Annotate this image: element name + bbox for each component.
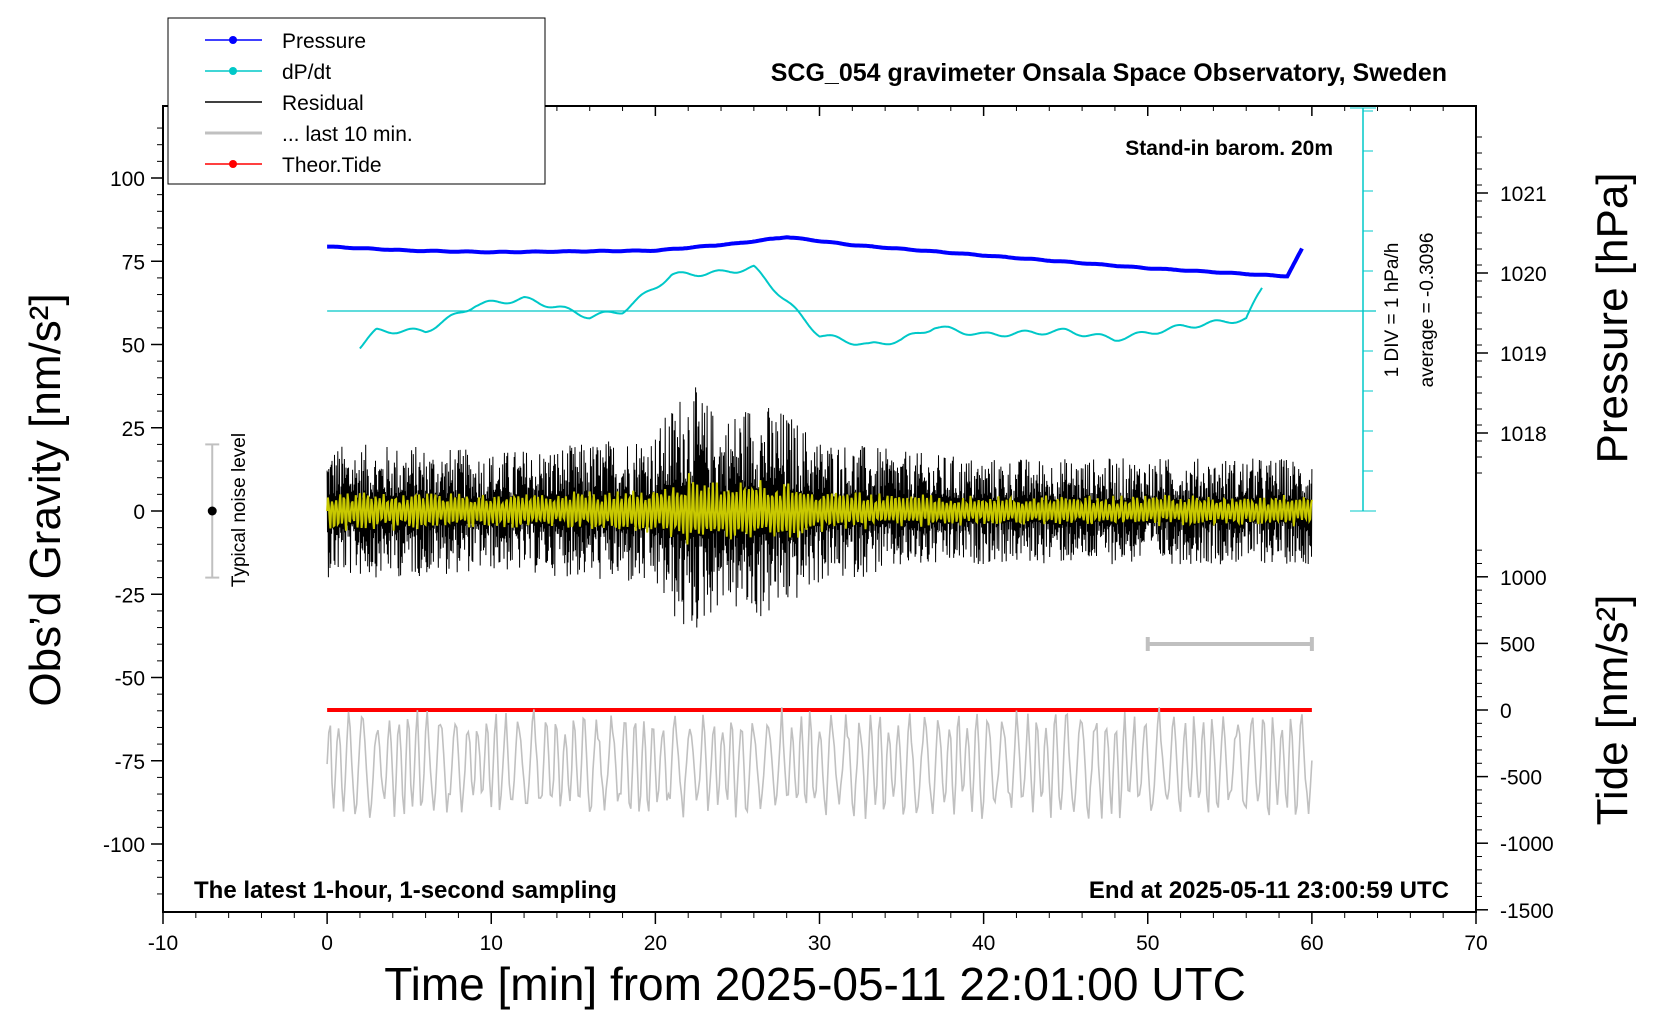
x-tick-label: 50 bbox=[1136, 932, 1159, 955]
tide-tick-label: -1500 bbox=[1500, 900, 1554, 923]
pressure-tick-label: 1021 bbox=[1500, 183, 1547, 206]
tide-tick-label: -1000 bbox=[1500, 833, 1554, 856]
y-axis-label-gravity: Obs’d Gravity [nm/s²] bbox=[21, 293, 70, 706]
last-10-min-line bbox=[326, 707, 1313, 819]
y-tick-label: 25 bbox=[122, 418, 145, 441]
y-tick-label: 0 bbox=[133, 501, 145, 524]
residual-smooth-line bbox=[326, 473, 1313, 545]
pressure-tick-label: 1018 bbox=[1500, 423, 1547, 446]
legend-label: Pressure bbox=[282, 30, 366, 53]
residual-series bbox=[326, 387, 1313, 628]
y-tick-label: -100 bbox=[103, 834, 145, 857]
dpdt-series bbox=[359, 264, 1263, 350]
chart-title: SCG_054 gravimeter Onsala Space Observat… bbox=[771, 59, 1447, 87]
legend-marker bbox=[229, 67, 237, 75]
tide-tick-label: 1000 bbox=[1500, 567, 1547, 590]
x-tick-label: 40 bbox=[972, 932, 995, 955]
pressure-series bbox=[327, 235, 1304, 279]
legend-marker bbox=[229, 36, 237, 44]
window-bar bbox=[1145, 637, 1314, 651]
x-tick-label: 30 bbox=[808, 932, 831, 955]
x-tick-label: 60 bbox=[1300, 932, 1323, 955]
barometer-note: Stand-in barom. 20m bbox=[1125, 137, 1333, 160]
legend-label: Residual bbox=[282, 92, 364, 115]
legend-label: Theor.Tide bbox=[282, 154, 382, 177]
y-axis-gravity: 100 75 50 25 0 -25 -50 -75 -100 bbox=[103, 127, 163, 895]
noise-note: Typical noise level bbox=[229, 433, 250, 587]
bottom-left-note: The latest 1-hour, 1-second sampling bbox=[194, 877, 617, 904]
legend-box bbox=[167, 17, 546, 185]
tide-tick-label: 500 bbox=[1500, 633, 1535, 656]
pressure-tick-label: 1020 bbox=[1500, 263, 1547, 286]
y-axis-tide: 1000 500 0 -500 -1000 -1500 bbox=[1476, 549, 1554, 923]
dpdt-scale bbox=[327, 107, 1376, 512]
y-axis-pressure: 1021 1020 1019 1018 bbox=[1476, 136, 1547, 474]
y-tick-label: 100 bbox=[110, 168, 145, 191]
x-axis-label: Time [min] from 2025-05-11 22:01:00 UTC bbox=[384, 958, 1246, 1010]
x-tick-label: 20 bbox=[644, 932, 667, 955]
x-tick-label: 0 bbox=[321, 932, 333, 955]
y-axis-label-pressure: Pressure [hPa] bbox=[1588, 172, 1637, 463]
y-tick-label: 75 bbox=[122, 251, 145, 274]
legend: Pressure dP/dt Residual ... last 10 min. The… bbox=[167, 17, 546, 185]
x-tick-label: 70 bbox=[1464, 932, 1487, 955]
noise-point bbox=[207, 506, 217, 516]
y-tick-label: -25 bbox=[115, 584, 145, 607]
legend-label: dP/dt bbox=[282, 61, 331, 84]
bottom-right-note: End at 2025-05-11 23:00:59 UTC bbox=[1089, 877, 1449, 904]
residual-line bbox=[326, 387, 1313, 628]
y-tick-label: 50 bbox=[122, 335, 145, 358]
y-tick-label: -75 bbox=[115, 751, 145, 774]
x-tick-label: 10 bbox=[480, 932, 503, 955]
y-tick-label: -50 bbox=[115, 668, 145, 691]
tide-tick-label: 0 bbox=[1500, 700, 1512, 723]
x-tick-label: -10 bbox=[148, 932, 178, 955]
legend-label: ... last 10 min. bbox=[282, 123, 413, 146]
dpdt-line bbox=[359, 264, 1263, 350]
legend-marker bbox=[229, 160, 237, 168]
noise-level-marker bbox=[205, 443, 220, 579]
x-axis: -10 0 10 20 30 40 50 60 70 bbox=[148, 106, 1488, 955]
average-note: average = -0.3096 bbox=[1417, 233, 1438, 388]
last-10-min-series bbox=[326, 707, 1313, 819]
scale-div-note: 1 DIV = 1 hPa/h bbox=[1382, 243, 1403, 378]
tide-tick-label: -500 bbox=[1500, 767, 1542, 790]
pressure-tick-label: 1019 bbox=[1500, 343, 1547, 366]
pressure-line bbox=[327, 235, 1304, 279]
y-axis-label-tide: Tide [nm/s²] bbox=[1588, 595, 1637, 826]
